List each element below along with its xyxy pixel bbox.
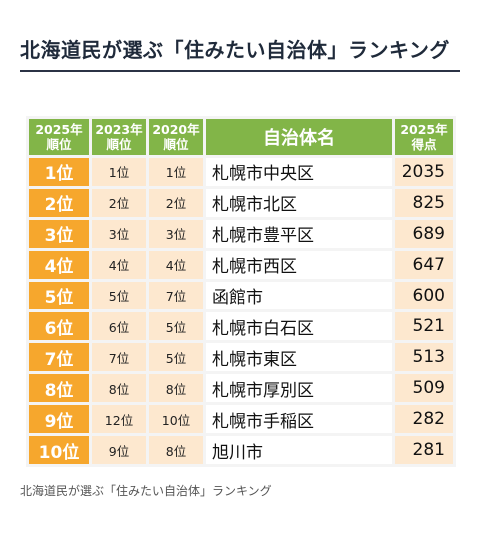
rank-2025-cell: 3位: [29, 219, 89, 248]
municipality-cell: 札幌市西区: [206, 250, 392, 279]
page-title: 北海道民が選ぶ「住みたい自治体」ランキング: [20, 38, 450, 62]
rank-2023-cell: 2位: [92, 188, 146, 217]
rank-2020-cell: 1位: [149, 158, 203, 186]
municipality-cell: 札幌市厚別区: [206, 374, 392, 403]
header-rank-2023: 2023年 順位: [92, 119, 146, 155]
image-caption: 北海道民が選ぶ「住みたい自治体」ランキング: [20, 484, 272, 498]
rank-2025-cell: 6位: [29, 312, 89, 341]
rank-2023-cell: 8位: [92, 374, 146, 403]
header-rank-2020-line2: 順位: [163, 137, 189, 152]
header-score-2025-line2: 得点: [411, 137, 437, 152]
rank-2020-cell: 2位: [149, 188, 203, 217]
table-row: 9位 12位 10位 札幌市手稲区 282: [29, 405, 453, 434]
rank-2023-cell: 5位: [92, 281, 146, 310]
header-rank-2023-line1: 2023年: [95, 122, 143, 137]
rank-2025-cell: 8位: [29, 374, 89, 403]
header-rank-2020: 2020年 順位: [149, 119, 203, 155]
rank-2020-cell: 5位: [149, 312, 203, 341]
municipality-cell: 旭川市: [206, 436, 392, 464]
table-row: 1位 1位 1位 札幌市中央区 2035: [29, 158, 453, 186]
rank-2020-cell: 8位: [149, 374, 203, 403]
municipality-cell: 札幌市豊平区: [206, 219, 392, 248]
rank-2020-cell: 5位: [149, 343, 203, 372]
score-cell: 521: [395, 312, 453, 341]
table-row: 4位 4位 4位 札幌市西区 647: [29, 250, 453, 279]
score-cell: 509: [395, 374, 453, 403]
title-divider: [20, 70, 460, 72]
municipality-cell: 函館市: [206, 281, 392, 310]
score-cell: 281: [395, 436, 453, 464]
table-row: 2位 2位 2位 札幌市北区 825: [29, 188, 453, 217]
header-municipality: 自治体名: [206, 119, 392, 155]
rank-2023-cell: 4位: [92, 250, 146, 279]
header-score-2025-line1: 2025年: [400, 122, 448, 137]
header-rank-2025: 2025年 順位: [29, 119, 89, 155]
table-row: 10位 9位 8位 旭川市 281: [29, 436, 453, 464]
score-cell: 825: [395, 188, 453, 217]
rank-2020-cell: 4位: [149, 250, 203, 279]
score-cell: 689: [395, 219, 453, 248]
rank-2025-cell: 7位: [29, 343, 89, 372]
score-cell: 2035: [395, 158, 453, 186]
rank-2025-cell: 2位: [29, 188, 89, 217]
header-rank-2023-line2: 順位: [106, 137, 132, 152]
municipality-cell: 札幌市白石区: [206, 312, 392, 341]
rank-2023-cell: 6位: [92, 312, 146, 341]
rank-2020-cell: 3位: [149, 219, 203, 248]
score-cell: 282: [395, 405, 453, 434]
rank-2020-cell: 8位: [149, 436, 203, 464]
rank-2020-cell: 10位: [149, 405, 203, 434]
header-rank-2020-line1: 2020年: [152, 122, 200, 137]
rank-2025-cell: 5位: [29, 281, 89, 310]
rank-2020-cell: 7位: [149, 281, 203, 310]
table-row: 5位 5位 7位 函館市 600: [29, 281, 453, 310]
score-cell: 600: [395, 281, 453, 310]
rank-2023-cell: 9位: [92, 436, 146, 464]
rank-2023-cell: 12位: [92, 405, 146, 434]
table-row: 7位 7位 5位 札幌市東区 513: [29, 343, 453, 372]
municipality-cell: 札幌市北区: [206, 188, 392, 217]
rank-2023-cell: 3位: [92, 219, 146, 248]
ranking-table: 2025年 順位 2023年 順位 2020年 順位 自治体名 2025年 得点…: [26, 116, 456, 467]
header-rank-2025-line2: 順位: [46, 137, 72, 152]
rank-2025-cell: 4位: [29, 250, 89, 279]
rank-2023-cell: 1位: [92, 158, 146, 186]
table-row: 6位 6位 5位 札幌市白石区 521: [29, 312, 453, 341]
municipality-cell: 札幌市東区: [206, 343, 392, 372]
score-cell: 647: [395, 250, 453, 279]
municipality-cell: 札幌市中央区: [206, 158, 392, 186]
table-header-row: 2025年 順位 2023年 順位 2020年 順位 自治体名 2025年 得点: [29, 119, 453, 155]
header-rank-2025-line1: 2025年: [35, 122, 83, 137]
rank-2023-cell: 7位: [92, 343, 146, 372]
rank-2025-cell: 1位: [29, 158, 89, 186]
header-score-2025: 2025年 得点: [395, 119, 453, 155]
rank-2025-cell: 9位: [29, 405, 89, 434]
table-row: 3位 3位 3位 札幌市豊平区 689: [29, 219, 453, 248]
municipality-cell: 札幌市手稲区: [206, 405, 392, 434]
table-row: 8位 8位 8位 札幌市厚別区 509: [29, 374, 453, 403]
rank-2025-cell: 10位: [29, 436, 89, 464]
score-cell: 513: [395, 343, 453, 372]
